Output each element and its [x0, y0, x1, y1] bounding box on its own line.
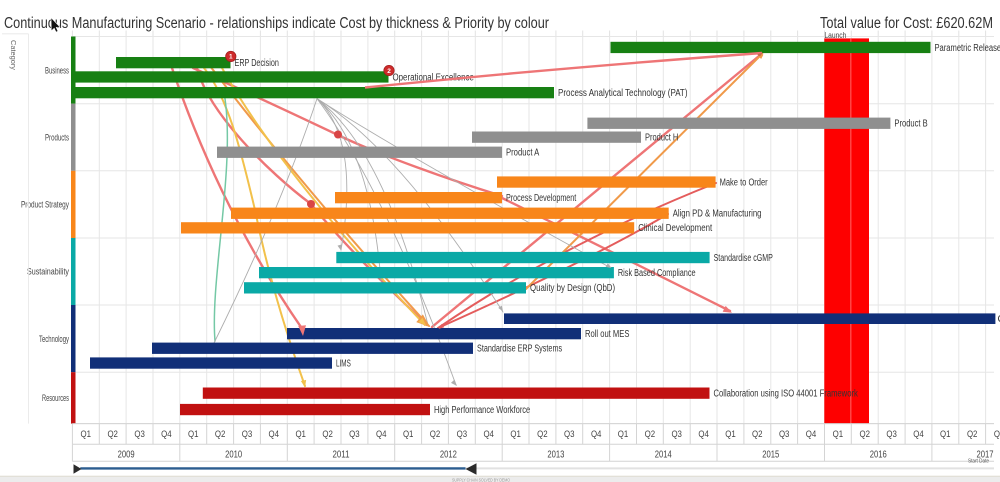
- svg-text:Continuous Manufacturing Scena: Continuous Manufacturing Scenario - rela…: [4, 15, 549, 32]
- svg-text:2013: 2013: [547, 450, 564, 461]
- svg-text:Q1: Q1: [188, 429, 199, 439]
- svg-text:Sustainability: Sustainability: [27, 267, 69, 277]
- svg-text:2010: 2010: [225, 450, 242, 461]
- svg-text:Q1: Q1: [81, 429, 92, 439]
- svg-text:Q3: Q3: [349, 429, 360, 439]
- svg-text:LIMS: LIMS: [336, 358, 351, 369]
- svg-text:Product H: Product H: [645, 133, 678, 144]
- svg-text:2: 2: [387, 68, 391, 75]
- svg-text:ERP Decision: ERP Decision: [235, 58, 279, 69]
- svg-text:Q3: Q3: [457, 429, 468, 439]
- svg-text:Align PD & Manufacturing: Align PD & Manufacturing: [673, 209, 762, 220]
- svg-text:Q4: Q4: [161, 429, 172, 439]
- svg-text:Resources: Resources: [42, 393, 69, 403]
- svg-text:Q4: Q4: [376, 429, 387, 439]
- svg-text:Start Date: Start Date: [968, 459, 989, 465]
- svg-text:Q1: Q1: [940, 429, 951, 439]
- svg-text:Q1: Q1: [618, 429, 629, 439]
- svg-text:2011: 2011: [333, 450, 350, 461]
- svg-text:Q3: Q3: [671, 429, 682, 439]
- svg-text:Q1: Q1: [403, 429, 414, 439]
- svg-text:Q4: Q4: [913, 429, 924, 439]
- svg-text:Launch: Launch: [824, 31, 846, 40]
- svg-text:2014: 2014: [655, 450, 672, 461]
- svg-text:Q4: Q4: [483, 429, 494, 439]
- svg-text:Technology: Technology: [39, 334, 69, 344]
- svg-text:Q4: Q4: [806, 429, 817, 439]
- svg-text:Q3: Q3: [886, 429, 897, 439]
- svg-text:Collaboration using ISO 44001: Collaboration using ISO 44001 Framework: [714, 389, 859, 400]
- svg-text:Q2: Q2: [322, 429, 333, 439]
- svg-text:Standardise ERP Systems: Standardise ERP Systems: [477, 344, 562, 355]
- svg-text:Product Strategy: Product Strategy: [21, 200, 69, 210]
- svg-text:Q1: Q1: [510, 429, 521, 439]
- svg-text:Quality by Design (QbD): Quality by Design (QbD): [530, 283, 615, 294]
- svg-text:Roll out MES: Roll out MES: [585, 329, 630, 340]
- svg-text:Product A: Product A: [506, 148, 540, 159]
- svg-text:Q3: Q3: [994, 429, 1000, 439]
- svg-text:Operational Excellence: Operational Excellence: [393, 72, 475, 83]
- svg-text:Total value for Cost: £620.62M: Total value for Cost: £620.62M: [820, 15, 993, 32]
- svg-text:Q3: Q3: [779, 429, 790, 439]
- svg-text:2012: 2012: [440, 450, 457, 461]
- svg-text:Process Analytical Technology: Process Analytical Technology (PAT): [558, 88, 688, 99]
- svg-text:Q2: Q2: [537, 429, 548, 439]
- svg-text:Q2: Q2: [107, 429, 118, 439]
- svg-text:Category: Category: [9, 40, 18, 70]
- svg-text:Standardise cGMP: Standardise cGMP: [714, 253, 773, 264]
- svg-text:2015: 2015: [762, 450, 779, 461]
- svg-text:Parametric Release: Parametric Release: [935, 43, 1000, 54]
- svg-text:2016: 2016: [870, 450, 887, 461]
- svg-text:Q1: Q1: [725, 429, 736, 439]
- svg-text:Q3: Q3: [564, 429, 575, 439]
- svg-text:Q1: Q1: [833, 429, 844, 439]
- svg-text:Q2: Q2: [215, 429, 226, 439]
- svg-text:Q2: Q2: [860, 429, 871, 439]
- svg-text:Product B: Product B: [894, 119, 928, 130]
- svg-text:Clinical Development: Clinical Development: [638, 223, 712, 234]
- svg-text:Process Development: Process Development: [506, 193, 576, 204]
- svg-text:Co: Co: [998, 314, 1000, 325]
- svg-text:Business: Business: [45, 65, 69, 75]
- svg-text:2017: 2017: [977, 450, 994, 461]
- svg-text:Q2: Q2: [967, 429, 978, 439]
- svg-text:Q2: Q2: [645, 429, 656, 439]
- svg-text:Q2: Q2: [752, 429, 763, 439]
- svg-text:Products: Products: [45, 132, 69, 142]
- svg-text:Risk Based Compliance: Risk Based Compliance: [618, 268, 696, 279]
- svg-text:Q4: Q4: [698, 429, 709, 439]
- svg-text:1: 1: [229, 54, 233, 61]
- svg-text:Make to Order: Make to Order: [720, 178, 769, 189]
- svg-text:Q4: Q4: [591, 429, 602, 439]
- svg-text:High Performance Workforce: High Performance Workforce: [434, 405, 531, 416]
- svg-text:SUPPLY CHAIN SOLVED BY DEMO: SUPPLY CHAIN SOLVED BY DEMO: [452, 478, 510, 482]
- svg-text:Q4: Q4: [269, 429, 280, 439]
- svg-text:2009: 2009: [118, 450, 135, 461]
- svg-text:Q2: Q2: [430, 429, 441, 439]
- svg-text:Q1: Q1: [295, 429, 306, 439]
- svg-text:Q3: Q3: [242, 429, 253, 439]
- svg-text:Q3: Q3: [134, 429, 145, 439]
